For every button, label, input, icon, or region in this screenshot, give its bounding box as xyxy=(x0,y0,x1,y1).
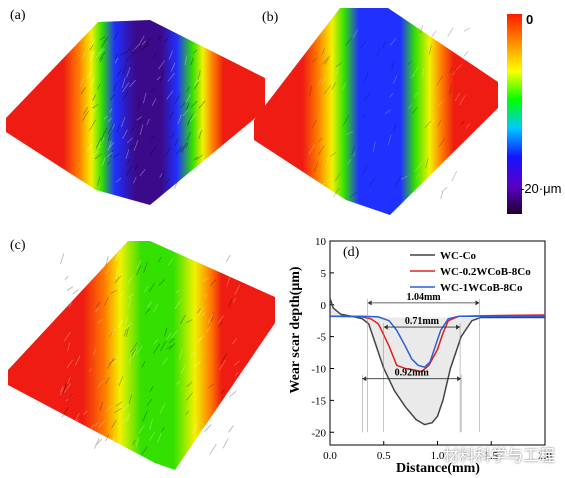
dimension-label-1: 0.71mm xyxy=(405,316,440,327)
y-tick-label: -10 xyxy=(311,364,326,376)
x-tick-label: 1.5 xyxy=(484,450,498,462)
dimension-arrow xyxy=(475,300,480,306)
y-tick-label: 10 xyxy=(315,236,327,248)
colorbar-top-label: 0 xyxy=(526,12,534,27)
legend-label-1: WC-0.2WCoB-8Co xyxy=(440,266,531,278)
dimension-label-2: 0.92mm xyxy=(395,368,430,379)
surface-c-shape xyxy=(8,241,275,470)
panel-label-c: (c) xyxy=(10,238,26,253)
x-axis-label: Distance(mm) xyxy=(396,461,480,475)
surface-plot-c xyxy=(8,241,275,470)
dimension-arrow xyxy=(367,300,372,306)
surface-b-texture xyxy=(308,24,471,200)
x-tick-label: 0.5 xyxy=(377,450,391,462)
dimension-arrow xyxy=(457,376,462,382)
y-tick-label: -15 xyxy=(311,395,326,407)
legend-label-2: WC-1WCoB-8Co xyxy=(440,282,523,294)
x-tick-label: 1.0 xyxy=(431,450,445,462)
series-line-1 xyxy=(329,314,546,373)
surface-plot-a xyxy=(6,20,265,205)
y-tick-label: -5 xyxy=(317,332,327,344)
panel-label-b: (b) xyxy=(262,10,279,25)
panel-label-a: (a) xyxy=(10,8,26,23)
colorbar-bottom-label: -20·μm xyxy=(520,181,562,196)
colorbar xyxy=(507,14,522,214)
wear-depth-chart: (d) 0.0 0.5 1.0 1.5 2.0 10 5 0 -5 -10 -15 -20 1.04m… xyxy=(288,236,552,475)
dimension-arrow xyxy=(456,324,461,330)
y-tick-label: -20 xyxy=(311,427,326,439)
y-tick-label: 0 xyxy=(321,300,327,312)
surface-b-shape xyxy=(254,8,498,215)
dimension-arrow xyxy=(383,324,388,330)
surface-plot-b xyxy=(254,8,498,215)
surface-a-shape xyxy=(6,20,265,205)
y-axis-label: Wear scar depth(μm) xyxy=(288,266,303,394)
watermark-text: 材料科学与工程 xyxy=(442,446,555,465)
panel-label-d: (d) xyxy=(343,245,360,260)
x-tick-label: 2.0 xyxy=(538,450,552,462)
legend-label-0: WC-Co xyxy=(440,250,477,262)
surface-c-texture xyxy=(59,251,241,455)
series-line-2 xyxy=(330,315,545,369)
surface-a-texture xyxy=(79,31,206,189)
dimension-label-0: 1.04mm xyxy=(406,292,441,303)
dimension-arrow xyxy=(362,376,367,382)
x-tick-label: 0.0 xyxy=(323,450,337,462)
y-tick-label: 5 xyxy=(321,268,327,280)
